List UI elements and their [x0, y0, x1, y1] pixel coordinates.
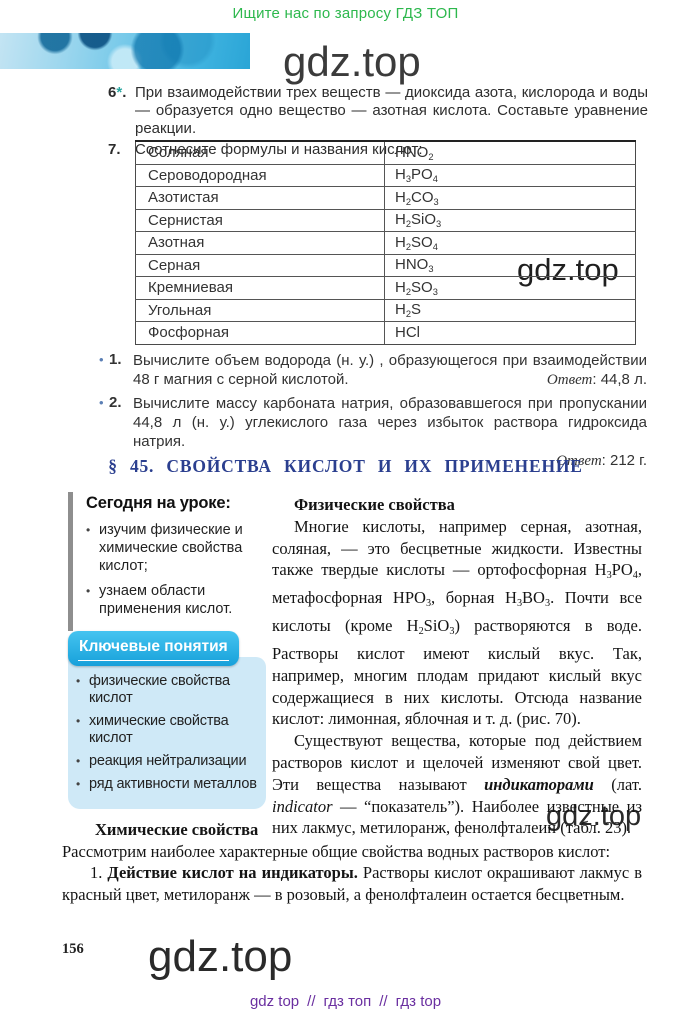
table-row: Сернистая H2SiO3	[135, 209, 636, 232]
acid-formula: H3PO4	[384, 164, 636, 187]
key-concept-item: ряд активности металлов	[76, 776, 260, 793]
footer-link-2[interactable]: гдз топ	[323, 993, 372, 1010]
chemical-item-1: 1. Действие кислот на индикаторы. Раство…	[62, 863, 643, 904]
task-2-answer: Ответ: 212 г.	[556, 452, 647, 469]
today-box-item: узнаем области применения кислот.	[86, 582, 274, 618]
key-concepts-title: Ключевые понятия	[68, 631, 239, 666]
task-1-answer: Ответ: 44,8 л.	[546, 371, 647, 388]
acid-name: Азотная	[135, 231, 385, 255]
bullet-icon: •	[99, 395, 104, 410]
chemical-paragraph-1: Рассмотрим наиболее характерные общие св…	[62, 841, 611, 861]
task-2-body: Вычислите массу карбоната натрия, образо…	[133, 394, 647, 471]
task-2-text: Вычислите массу карбоната натрия, образо…	[133, 395, 647, 450]
footer-links: gdz top // гдз топ // гдз top	[0, 993, 691, 1010]
exercise-6: 6*. При взаимодействии трех веществ — ди…	[108, 84, 648, 138]
task-2: • 2. Вычислите массу карбоната натрия, о…	[99, 394, 647, 471]
acid-formula: HCl	[384, 321, 636, 345]
acid-name: Кремниевая	[135, 276, 385, 300]
table-row: Соляная HNO2	[135, 141, 636, 165]
physical-paragraph-2: Существуют вещества, которые под действи…	[272, 731, 642, 838]
physical-heading: Физические свойства	[294, 495, 455, 514]
table-row: Фосфорная HCl	[135, 321, 636, 345]
acid-name: Азотистая	[135, 186, 385, 210]
exercise-6-star: *	[116, 84, 123, 101]
footer-link-3[interactable]: гдз top	[395, 993, 442, 1010]
acids-table: Соляная HNO2 Сероводородная H3PO4 Азотиста…	[135, 140, 636, 345]
watermark-bottom: gdz.top	[148, 932, 293, 981]
section-title: § 45. СВОЙСТВА КИСЛОТ И ИХ ПРИМЕНЕНИЕ	[108, 456, 583, 476]
task-1-number: 1.	[109, 351, 122, 368]
exercise-6-number: 6*.	[108, 84, 127, 101]
acid-formula: H2SiO3	[384, 209, 636, 232]
promo-text: Ищите нас по запросу ГДЗ ТОП	[232, 5, 459, 22]
key-concept-item: химические свойства кислот	[76, 713, 260, 747]
physical-properties-section: Физические свойства Многие кислоты, напр…	[272, 494, 642, 839]
footer-link-separator: //	[307, 993, 316, 1010]
table-row: Кремниевая H2SO3	[135, 276, 636, 300]
task-1-body: Вычислите объем водорода (н. у.) , образ…	[133, 351, 647, 390]
page-number: 156	[62, 941, 84, 957]
tasks-block: • 1. Вычислите объем водорода (н. у.) , …	[99, 351, 647, 475]
table-row: Азотистая H2CO3	[135, 186, 636, 210]
footer-link-1[interactable]: gdz top	[249, 993, 300, 1010]
today-box-item: изучим физические и химические свойства …	[86, 521, 274, 575]
task-1-text: Вычислите объем водорода (н. у.) , образ…	[133, 352, 647, 388]
table-row: Серная HNO3	[135, 254, 636, 277]
physical-paragraph-1: Многие кислоты, например серная, азотная…	[272, 516, 643, 729]
acid-name: Фосфорная	[135, 321, 385, 345]
today-box-title: Сегодня на уроке:	[86, 494, 231, 512]
header-photo-strip	[0, 33, 250, 69]
watermark-top: gdz.top	[283, 38, 421, 85]
exercise-6-text: При взаимодействии трех веществ — диокси…	[135, 84, 648, 137]
key-concepts-body: физические свойства кислот химические св…	[68, 657, 266, 809]
task-2-number: 2.	[109, 394, 122, 411]
today-box-list: изучим физические и химические свойства …	[86, 521, 274, 618]
acid-name: Сернистая	[135, 209, 385, 232]
watermark-right: gdz.top	[546, 800, 642, 832]
chemical-properties-section: Химические свойства Рассмотрим наиболее …	[62, 819, 642, 905]
acid-formula: H2SO3	[384, 276, 636, 300]
key-concepts-box: Ключевые понятия физические свойства кис…	[68, 631, 266, 809]
table-row: Азотная H2SO4	[135, 231, 636, 255]
acid-formula: H2CO3	[384, 186, 636, 210]
bullet-icon: •	[99, 352, 104, 367]
acid-name: Угольная	[135, 299, 385, 322]
key-concept-item: физические свойства кислот	[76, 673, 260, 707]
key-concepts-list: физические свойства кислот химические св…	[76, 673, 260, 793]
acid-formula: HNO3	[384, 254, 636, 277]
acid-formula: HNO2	[384, 141, 636, 165]
key-concept-item: реакция нейтрализации	[76, 753, 260, 770]
acid-name: Соляная	[135, 141, 385, 165]
acid-formula: H2S	[384, 299, 636, 322]
today-on-lesson-box: Сегодня на уроке: изучим физические и хи…	[68, 492, 274, 631]
table-row: Угольная H2S	[135, 299, 636, 322]
table-row: Сероводородная H3PO4	[135, 164, 636, 187]
footer-link-separator: //	[379, 993, 388, 1010]
chemical-heading: Химические свойства	[95, 820, 259, 839]
acid-formula: H2SO4	[384, 231, 636, 255]
acid-name: Серная	[135, 254, 385, 277]
exercise-7-number: 7.	[108, 141, 121, 158]
task-1: • 1. Вычислите объем водорода (н. у.) , …	[99, 351, 647, 390]
acid-name: Сероводородная	[135, 164, 385, 187]
